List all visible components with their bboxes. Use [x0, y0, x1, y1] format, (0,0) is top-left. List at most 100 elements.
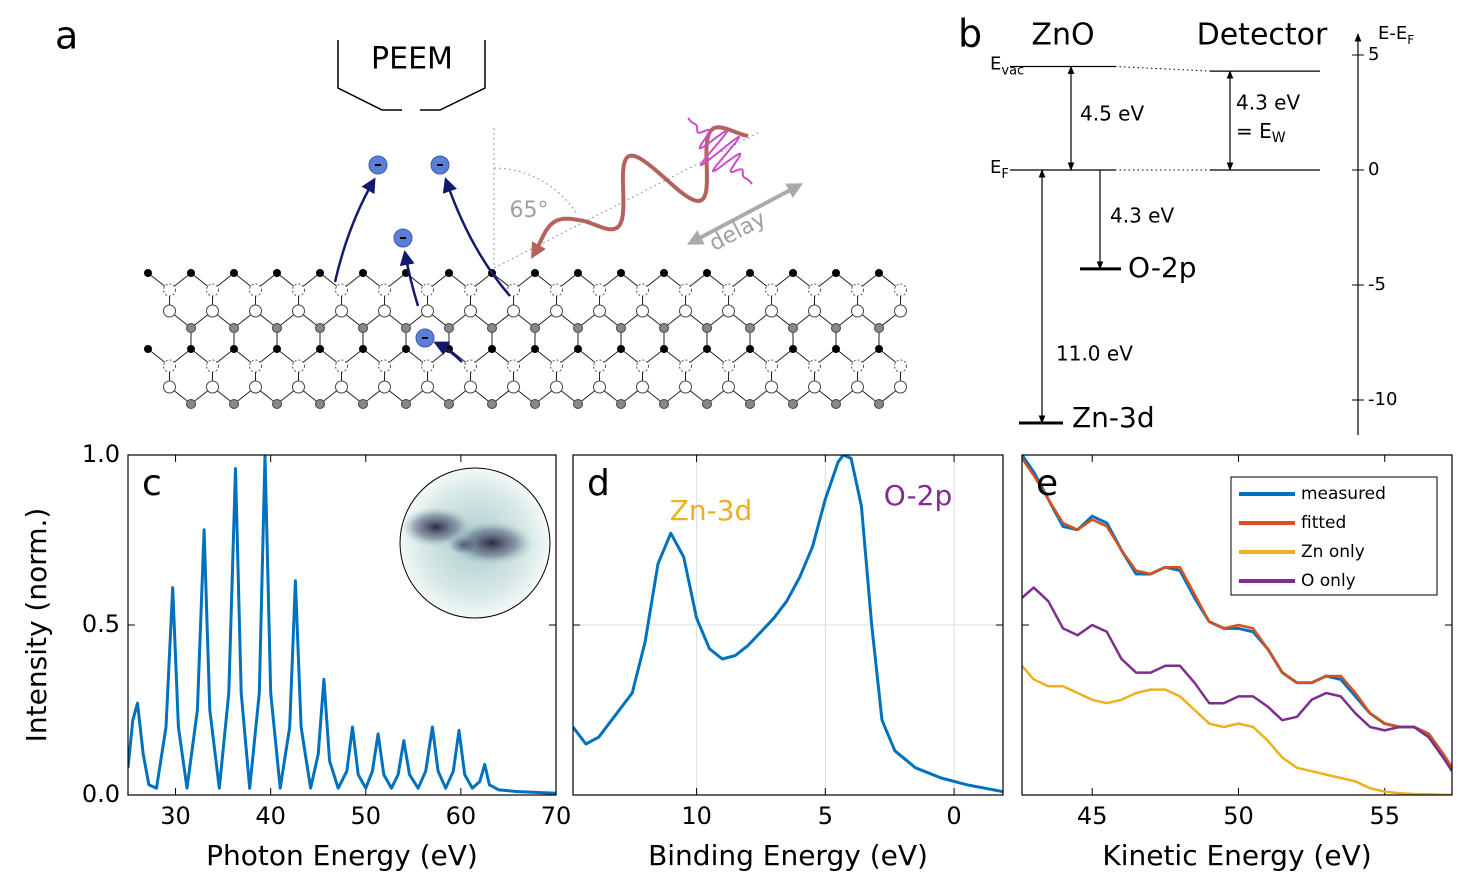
- atom: [550, 283, 563, 297]
- atom: [746, 345, 754, 353]
- y-tick-label: 0: [1368, 159, 1379, 180]
- atom: [487, 323, 497, 333]
- atom: [292, 359, 305, 373]
- atom: [358, 399, 368, 409]
- atom: [421, 380, 434, 394]
- atom: [187, 269, 195, 277]
- atom: [292, 304, 305, 318]
- panel-letter: c: [142, 463, 162, 504]
- atom: [163, 359, 176, 373]
- atom: [444, 399, 454, 409]
- x-axis-label: Photon Energy (eV): [206, 839, 478, 872]
- panel-letter: b: [958, 12, 982, 56]
- atom: [593, 283, 606, 297]
- delay-label: delay: [705, 206, 770, 256]
- atom: [722, 304, 735, 318]
- atom: [249, 304, 262, 318]
- atom: [660, 269, 668, 277]
- atom: [808, 304, 821, 318]
- electron-path: [433, 341, 463, 363]
- electron-paths: [333, 177, 511, 363]
- atom: [316, 269, 324, 277]
- x-axis-label: Binding Energy (eV): [648, 839, 928, 872]
- atom: [851, 283, 864, 297]
- atom: [402, 345, 410, 353]
- atom: [401, 399, 411, 409]
- atom: [186, 323, 196, 333]
- atom: [507, 359, 520, 373]
- atom: [292, 283, 305, 297]
- column-label: ZnO: [1031, 18, 1094, 53]
- atom: [617, 269, 625, 277]
- atom: [722, 283, 735, 297]
- atom: [273, 345, 281, 353]
- plot-frame: [572, 454, 1004, 796]
- atom: [703, 345, 711, 353]
- atom: [272, 399, 282, 409]
- gap-label: 4.3 eV: [1110, 204, 1174, 228]
- inset-image: [399, 467, 551, 619]
- atom: [894, 380, 907, 394]
- atom: [616, 399, 626, 409]
- atom: [315, 323, 325, 333]
- panel-letter: e: [1036, 463, 1058, 504]
- atom: [765, 283, 778, 297]
- atom: [421, 304, 434, 318]
- atom: [421, 359, 434, 373]
- atom: [550, 380, 563, 394]
- atom: [745, 399, 755, 409]
- atom: [249, 359, 262, 373]
- atom: [874, 399, 884, 409]
- atom: [659, 399, 669, 409]
- atom: [593, 380, 606, 394]
- atom: [206, 380, 219, 394]
- atom: [550, 304, 563, 318]
- atom: [550, 359, 563, 373]
- atom: [765, 380, 778, 394]
- y-tick-label: 1.0: [82, 440, 120, 468]
- atom: [530, 323, 540, 333]
- legend-label: fitted: [1301, 513, 1346, 533]
- data-line: [573, 455, 1003, 794]
- atom: [636, 359, 649, 373]
- atom: [765, 359, 778, 373]
- atom: [444, 323, 454, 333]
- x-tick-label: 55: [1369, 802, 1400, 830]
- atom: [875, 345, 883, 353]
- atom: [507, 283, 520, 297]
- atom: [464, 380, 477, 394]
- atom: [765, 304, 778, 318]
- atom: [531, 269, 539, 277]
- atom: [206, 283, 219, 297]
- atom: [745, 323, 755, 333]
- atom: [206, 359, 219, 373]
- atom: [488, 345, 496, 353]
- x-tick-label: 10: [681, 802, 712, 830]
- atom: [788, 323, 798, 333]
- atom: [378, 359, 391, 373]
- atom: [593, 359, 606, 373]
- atom: [573, 399, 583, 409]
- x-tick-label: 30: [160, 802, 191, 830]
- y-tick-label: 5: [1368, 44, 1379, 65]
- atom: [894, 283, 907, 297]
- x-tick-label: 45: [1077, 802, 1108, 830]
- gap-label: 4.5 eV: [1080, 102, 1144, 126]
- atom: [659, 323, 669, 333]
- atom: [679, 359, 692, 373]
- y-tick-label: -5: [1368, 274, 1386, 295]
- atom: [636, 380, 649, 394]
- atom: [808, 380, 821, 394]
- level-label: EF: [990, 157, 1009, 182]
- x-tick-label: 50: [1223, 802, 1254, 830]
- atom: [273, 269, 281, 277]
- atom: [335, 304, 348, 318]
- atom: [851, 304, 864, 318]
- gap-label: 11.0 eV: [1056, 342, 1133, 366]
- peem-label: PEEM: [371, 42, 453, 77]
- atom: [617, 345, 625, 353]
- data-line: [128, 455, 556, 795]
- panel-letter: d: [587, 463, 610, 504]
- atom: [335, 380, 348, 394]
